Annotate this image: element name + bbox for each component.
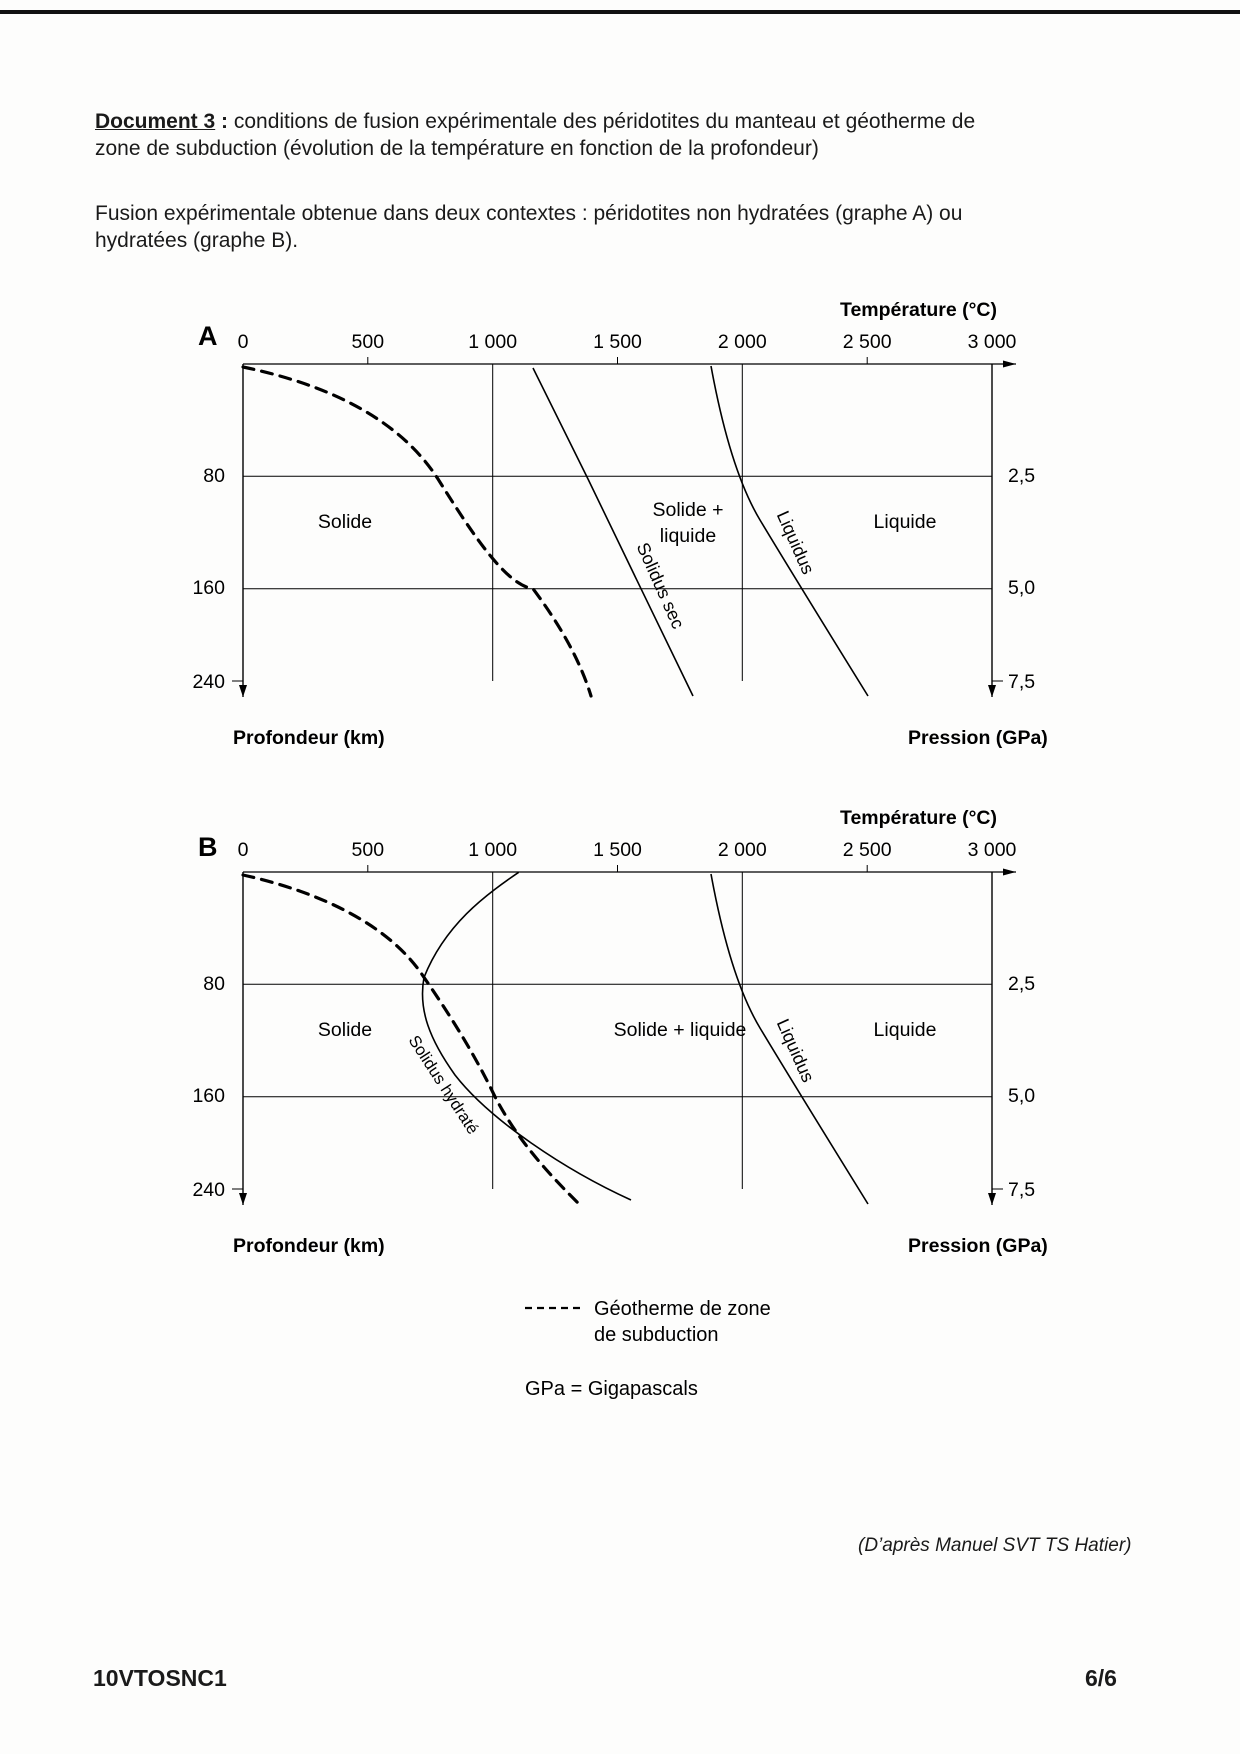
svg-text:160: 160 [192,1085,225,1107]
svg-text:160: 160 [192,577,225,599]
svg-text:1 000: 1 000 [468,839,517,861]
svg-text:2,5: 2,5 [1008,973,1035,995]
svg-text:2 000: 2 000 [718,839,767,861]
svg-text:A: A [198,321,218,351]
svg-text:500: 500 [352,839,385,861]
svg-text:240: 240 [192,671,225,693]
svg-text:7,5: 7,5 [1008,671,1035,693]
svg-text:Solide +: Solide + [652,499,723,521]
svg-text:Profondeur (km): Profondeur (km) [233,1235,385,1257]
svg-text:1 000: 1 000 [468,331,517,353]
svg-text:5,0: 5,0 [1008,1085,1035,1107]
svg-text:Solidus sec: Solidus sec [633,539,689,631]
svg-text:B: B [198,832,218,862]
svg-text:Liquidus: Liquidus [773,1016,819,1085]
svg-text:Solide + liquide: Solide + liquide [614,1019,747,1041]
svg-text:0: 0 [238,839,249,861]
svg-text:Pression (GPa): Pression (GPa) [908,727,1048,749]
svg-text:2 500: 2 500 [843,331,892,353]
svg-text:Solide: Solide [318,1019,372,1041]
svg-text:500: 500 [352,331,385,353]
svg-text:80: 80 [203,465,225,487]
svg-text:Solide: Solide [318,511,372,533]
svg-text:80: 80 [203,973,225,995]
svg-text:240: 240 [192,1179,225,1201]
svg-text:1 500: 1 500 [593,839,642,861]
svg-text:3 000: 3 000 [968,331,1017,353]
svg-text:2 500: 2 500 [843,839,892,861]
svg-text:2 000: 2 000 [718,331,767,353]
svg-text:3 000: 3 000 [968,839,1017,861]
svg-text:Profondeur (km): Profondeur (km) [233,727,385,749]
svg-text:2,5: 2,5 [1008,465,1035,487]
svg-text:Température (°C): Température (°C) [840,807,997,829]
svg-text:Liquide: Liquide [874,511,937,533]
svg-text:Liquide: Liquide [874,1019,937,1041]
svg-text:0: 0 [238,331,249,353]
svg-text:5,0: 5,0 [1008,577,1035,599]
svg-text:liquide: liquide [660,525,716,547]
svg-text:1 500: 1 500 [593,331,642,353]
svg-text:Température (°C): Température (°C) [840,299,997,321]
svg-text:Liquidus: Liquidus [773,508,819,577]
svg-text:GPa = Gigapascals: GPa = Gigapascals [525,1378,698,1400]
svg-text:7,5: 7,5 [1008,1179,1035,1201]
svg-text:Pression (GPa): Pression (GPa) [908,1235,1048,1257]
svg-text:Géotherme de zone: Géotherme de zone [594,1298,771,1320]
svg-text:de subduction: de subduction [594,1324,719,1346]
